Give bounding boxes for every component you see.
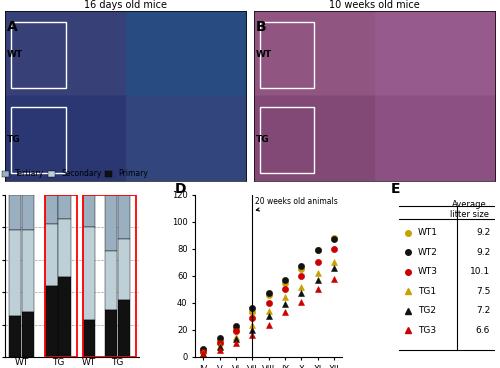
Bar — [260, 107, 314, 173]
Text: WT: WT — [7, 50, 23, 59]
Title: 10 weeks old mice: 10 weeks old mice — [329, 0, 420, 10]
Text: WT3: WT3 — [418, 268, 438, 276]
Bar — [9, 230, 22, 316]
Bar — [9, 316, 22, 357]
Text: WT2: WT2 — [418, 248, 438, 257]
Text: TG3: TG3 — [418, 326, 436, 335]
Text: TG2: TG2 — [418, 307, 436, 315]
Bar — [46, 224, 58, 286]
Text: TG: TG — [7, 135, 20, 144]
Bar — [83, 320, 96, 357]
Bar — [22, 312, 34, 357]
Text: E: E — [391, 182, 400, 196]
Bar — [46, 286, 58, 357]
Bar — [12, 107, 66, 173]
Text: 9.2: 9.2 — [476, 248, 490, 257]
Bar — [83, 227, 96, 320]
Text: D: D — [174, 182, 186, 196]
Text: TG1: TG1 — [418, 287, 436, 296]
Bar — [58, 195, 70, 219]
Bar — [45, 195, 77, 357]
Bar — [46, 195, 58, 224]
Text: A: A — [7, 20, 18, 34]
Bar — [118, 300, 130, 357]
Text: 20 weeks old animals: 20 weeks old animals — [255, 197, 338, 211]
Text: B: B — [256, 20, 266, 34]
Bar — [118, 195, 130, 238]
Bar — [58, 277, 70, 357]
Text: WT1: WT1 — [418, 229, 438, 237]
Bar — [105, 195, 117, 251]
Title: 16 days old mice: 16 days old mice — [84, 0, 167, 10]
Text: Average
litter size: Average litter size — [450, 199, 488, 219]
Text: 7.2: 7.2 — [476, 307, 490, 315]
Bar — [22, 230, 34, 312]
Text: 6.6: 6.6 — [476, 326, 490, 335]
Bar — [105, 310, 117, 357]
Text: 9.2: 9.2 — [476, 229, 490, 237]
Bar — [118, 238, 130, 300]
Bar — [22, 195, 34, 230]
Legend: Tertiary, Secondary, Primary: Tertiary, Secondary, Primary — [2, 169, 148, 178]
Bar — [12, 22, 66, 88]
Text: WT: WT — [256, 50, 272, 59]
Bar — [58, 219, 70, 277]
Text: 10.1: 10.1 — [470, 268, 490, 276]
Text: 7.5: 7.5 — [476, 287, 490, 296]
Bar — [82, 195, 136, 357]
Text: TG: TG — [256, 135, 270, 144]
Bar — [105, 251, 117, 310]
Bar — [9, 195, 22, 230]
Bar — [260, 22, 314, 88]
Bar — [83, 195, 96, 227]
